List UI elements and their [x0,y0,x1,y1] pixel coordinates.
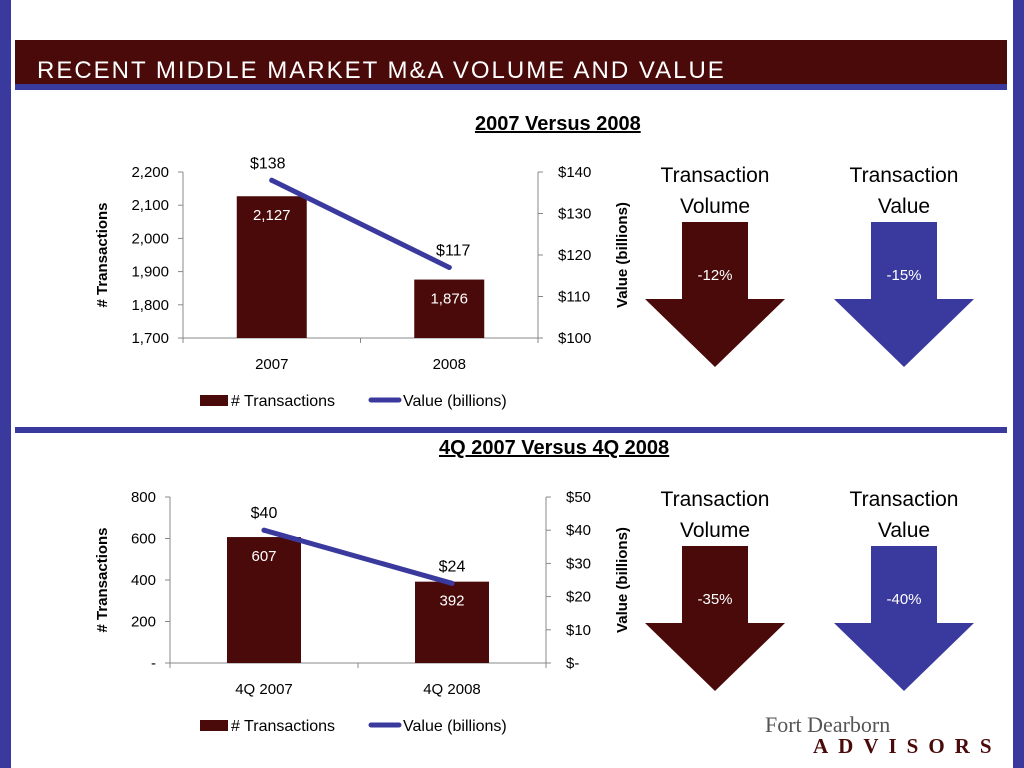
bar-data-label: 1,876 [430,291,468,308]
logo-line-1: Fort Dearborn [765,712,891,737]
y2-tick-label: $30 [566,555,591,572]
arrow-label: Transaction Volume [660,164,770,218]
left-frame-border [0,0,11,768]
y2-tick-label: $140 [558,164,591,181]
arrow-percent: -35% [697,591,733,608]
title-bar: RECENT MIDDLE MARKET M&A VOLUME AND VALU… [15,40,1007,90]
y2-tick-label: $100 [558,330,591,347]
legend-bar-label: # Transactions [231,718,335,735]
chart-1-title: 2007 Versus 2008 [475,113,641,135]
y2-tick-label: $10 [566,622,591,639]
arrow-volume-2: Transaction Volume -35% [645,484,785,704]
slide-title: RECENT MIDDLE MARKET M&A VOLUME AND VALU… [37,57,726,84]
y2-tick-label: $50 [566,489,591,506]
y-tick-label: 2,000 [131,230,169,247]
legend-bar-swatch [200,720,228,731]
bar [236,196,307,338]
bar [414,279,485,338]
chart-2007-vs-2008: 1,700 1,800 1,900 2,000 2,100 2,200 $100 $110 $1… [94,155,631,410]
y-tick-label: 2,100 [131,197,169,214]
line-data-label: $138 [250,155,286,172]
chart-2-title: 4Q 2007 Versus 4Q 2008 [439,437,670,459]
y2-tick-label: $130 [558,206,591,223]
value-point [446,264,452,270]
x-tick-label: 4Q 2007 [235,681,293,698]
x-tick-label: 2007 [255,356,288,373]
chart-4q2007-vs-4q2008: - 200 400 600 800 $- $10 $20 $30 $40 $50 4Q 2007 4Q … [94,489,631,735]
arrow-volume-1: Transaction Volume -12% [645,160,785,380]
arrow-percent: -12% [697,267,733,284]
section-divider [15,427,1007,433]
y-tick-label: 1,700 [131,330,169,347]
y2-axis-title: Value (billions) [614,527,631,633]
down-arrow-icon [834,222,974,367]
y-tick-label: 600 [131,531,156,548]
legend-bar-label: # Transactions [231,393,335,410]
arrow-value-1: Transaction Value -15% [834,160,974,380]
y2-tick-label: $110 [558,289,590,306]
bar-data-label: 607 [251,548,276,565]
legend-line-label: Value (billions) [403,718,507,735]
y-tick-label: - [151,655,156,672]
bar [227,537,301,663]
logo-line-2: ADVISORS [813,734,1002,758]
arrow-label: Transaction Volume [660,488,770,542]
y-tick-label: 1,900 [131,264,169,281]
bar [415,581,489,663]
y2-tick-label: $40 [566,522,591,539]
bar-data-label: 392 [439,593,464,610]
y-tick-label: 800 [131,489,156,506]
arrow-value-2: Transaction Value -40% [834,484,974,704]
y-axis-title: # Transactions [94,527,111,632]
bar-data-label: 2,127 [253,207,291,224]
y2-tick-label: $- [566,655,579,672]
y-tick-label: 400 [131,572,156,589]
y-tick-label: 200 [131,614,156,631]
line-data-label: $117 [436,242,471,259]
y2-tick-label: $120 [558,247,591,264]
x-tick-label: 2008 [433,356,466,373]
value-point [269,177,275,183]
line-data-label: $40 [251,505,278,522]
arrow-percent: -15% [886,267,922,284]
value-line [269,177,452,270]
value-point [261,527,267,533]
right-frame-border [1013,0,1024,768]
arrow-label: Transaction Value [849,164,959,218]
line-data-label: $24 [439,558,466,575]
down-arrow-icon [645,222,785,367]
y-tick-label: 2,200 [131,164,169,181]
arrow-percent: -40% [886,591,922,608]
down-arrow-icon [834,546,974,691]
down-arrow-icon [645,546,785,691]
value-line [261,527,455,586]
fort-dearborn-logo: Fort Dearborn ADVISORS [765,712,992,758]
y-axis-title: # Transactions [94,202,111,307]
y2-axis-title: Value (billions) [614,202,631,308]
y-tick-label: 1,800 [131,297,169,314]
value-point [449,580,455,586]
y2-tick-label: $20 [566,589,591,606]
x-tick-label: 4Q 2008 [423,681,481,698]
arrow-label: Transaction Value [849,488,959,542]
legend-line-label: Value (billions) [403,393,507,410]
legend-bar-swatch [200,395,228,406]
